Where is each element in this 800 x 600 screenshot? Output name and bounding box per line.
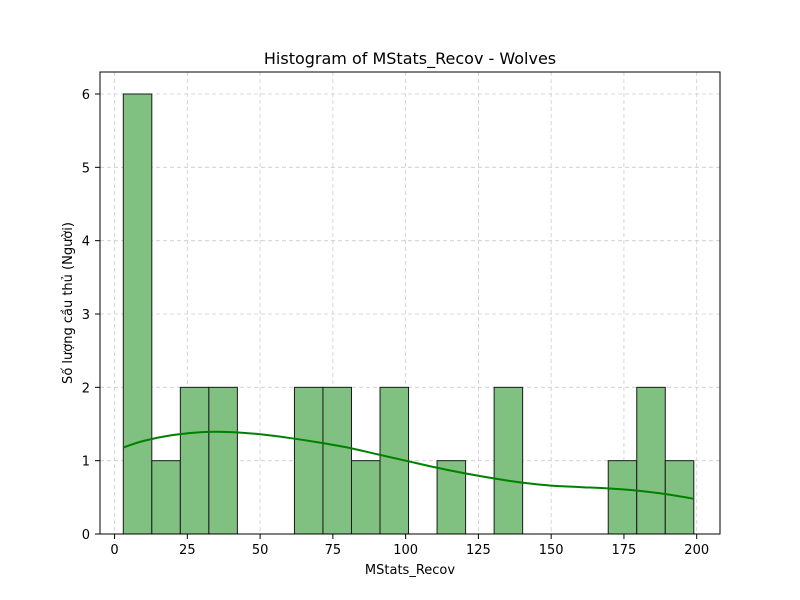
y-axis: 0 1 2 3 4 5 6 [82, 88, 100, 543]
x-tick-label: 200 [684, 543, 709, 558]
bar-1 [151, 460, 181, 535]
bar-17 [607, 460, 638, 535]
bar-3 [208, 386, 238, 535]
bar-2 [179, 386, 210, 535]
y-tick-label: 2 [82, 381, 90, 396]
bar-0 [122, 93, 153, 535]
y-tick-label: 4 [82, 235, 90, 250]
x-tick-label: 0 [110, 543, 118, 558]
y-tick-label: 0 [82, 528, 90, 543]
bar-8 [350, 460, 381, 535]
chart-title: Histogram of MStats_Recov - Wolves [264, 49, 556, 69]
y-tick-label: 1 [82, 455, 90, 470]
y-tick-label: 6 [82, 88, 90, 103]
kde-line [122, 430, 694, 500]
bar-18 [636, 386, 666, 535]
bar-13 [493, 386, 524, 535]
y-tick-label: 5 [82, 161, 90, 176]
x-tick-label: 100 [393, 543, 418, 558]
x-tick-label: 25 [179, 543, 196, 558]
y-tick-label: 3 [82, 308, 90, 323]
x-tick-label: 50 [252, 543, 269, 558]
y-axis-label: Số lượng cầu thủ (Người) [61, 222, 76, 384]
plot-frame [99, 71, 721, 535]
x-tick-label: 150 [539, 543, 564, 558]
x-axis-label: MStats_Recov [365, 563, 455, 578]
x-tick-label: 175 [612, 543, 637, 558]
x-tick-label: 75 [325, 543, 342, 558]
x-axis: 0 25 50 75 100 125 150 175 200 [110, 534, 709, 558]
x-tick-label: 125 [466, 543, 491, 558]
kde-layer [122, 430, 694, 500]
bar-7 [322, 386, 352, 535]
bars [122, 93, 695, 535]
bar-6 [293, 386, 324, 535]
